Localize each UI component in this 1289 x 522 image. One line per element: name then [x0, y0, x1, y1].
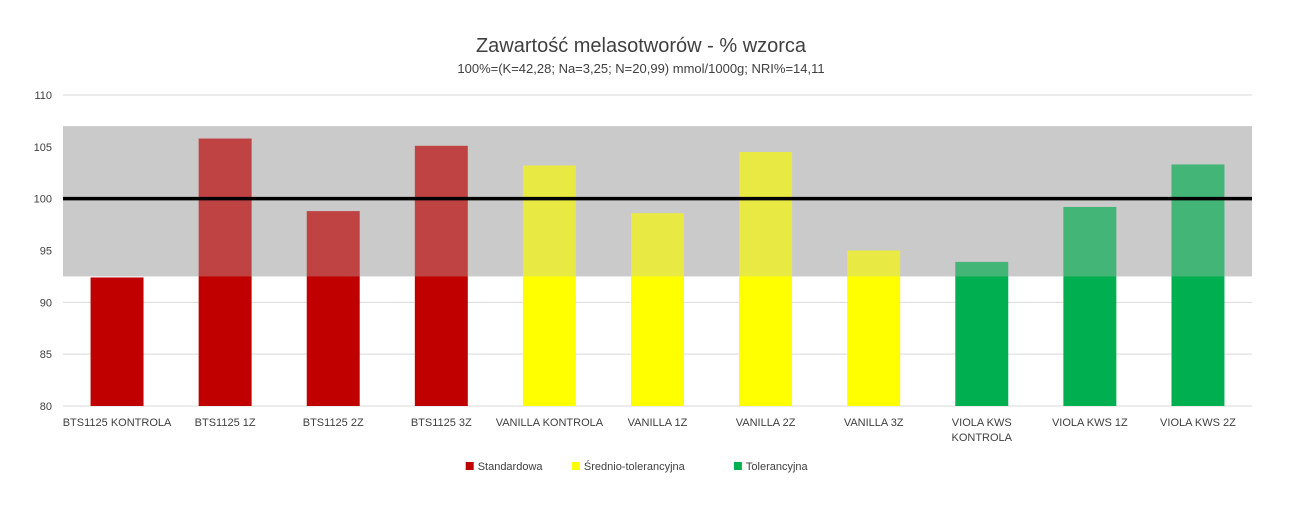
legend: Standardowa Średnio-tolerancyjna Tolerancy…	[465, 460, 809, 473]
bar--rednio-tolerancyjna-7	[847, 250, 901, 406]
legend-label-tolerancyjna: Tolerancyjna	[746, 461, 809, 473]
bar-standardowa-2	[306, 211, 360, 406]
bar-standardowa-1	[198, 138, 252, 407]
y-tick-label: 100	[34, 194, 52, 206]
legend-swatch--rednio-tolerancyjna	[571, 462, 580, 470]
legend-label-standardowa: Standardowa	[478, 461, 544, 473]
chart-subtitle: 100%=(K=42,28; Na=3,25; N=20,99) mmol/10…	[457, 61, 824, 76]
bar--rednio-tolerancyjna-6	[739, 152, 793, 406]
bars	[90, 138, 1225, 407]
x-category-label: BTS1125 KONTROLA	[63, 417, 172, 429]
x-category-label: VANILLA KONTROLA	[496, 417, 604, 429]
y-tick-label: 90	[40, 297, 52, 309]
y-tick-label: 105	[34, 142, 52, 154]
x-category-label: VANILLA 1Z	[628, 417, 688, 429]
bar-tolerancyjna-9	[1063, 206, 1117, 406]
y-tick-label: 85	[40, 349, 52, 361]
y-tick-label: 110	[34, 90, 52, 102]
x-category-label: VIOLA KWS KONTROLA	[952, 417, 1013, 444]
x-category-label: VIOLA KWS 1Z	[1052, 417, 1128, 429]
y-tick-label: 95	[40, 246, 52, 258]
legend-label--rednio-tolerancyjna: Średnio-tolerancyjna	[584, 460, 686, 473]
x-axis-categories: BTS1125 KONTROLA BTS1125 1Z BTS1125 2Z BTS1…	[63, 417, 1236, 444]
y-axis-ticks: 80 85 90 95 100 105 110	[34, 90, 52, 413]
bar--rednio-tolerancyjna-4	[522, 165, 576, 406]
bar-tolerancyjna-10	[1171, 164, 1225, 406]
y-tick-label: 80	[40, 401, 52, 413]
x-category-label: VANILLA 2Z	[736, 417, 796, 429]
bar--rednio-tolerancyjna-5	[631, 213, 684, 406]
bar-standardowa-3	[414, 145, 468, 406]
legend-swatch-tolerancyjna	[733, 462, 742, 470]
legend-swatch-standardowa	[465, 462, 474, 470]
chart-title: Zawartość melasotworów - % wzorca	[476, 35, 807, 57]
x-category-label: BTS1125 3Z	[411, 417, 472, 429]
x-category-label: VIOLA KWS 2Z	[1160, 417, 1236, 429]
x-category-label: BTS1125 1Z	[195, 417, 256, 429]
x-category-label: VANILLA 3Z	[844, 417, 904, 429]
x-category-label: BTS1125 2Z	[303, 417, 364, 429]
tolerance-band-overlay-rect	[63, 126, 1252, 277]
bar-tolerancyjna-8	[955, 261, 1009, 406]
tolerance-band-overlay	[63, 126, 1252, 277]
bar-standardowa-0	[90, 277, 144, 406]
